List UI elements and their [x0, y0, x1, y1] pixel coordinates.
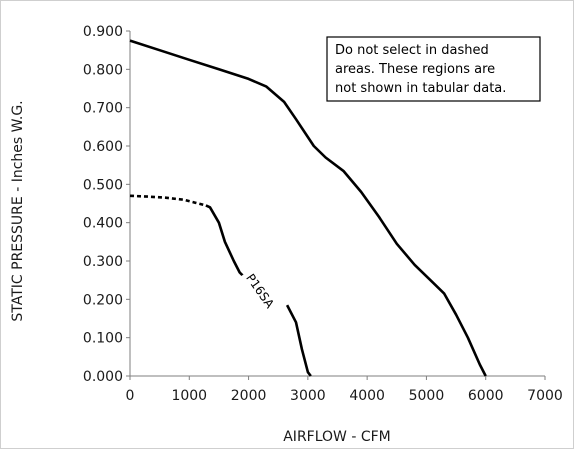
note-line-2: areas. These regions are	[335, 62, 495, 77]
series-p16sa-line-lower	[285, 304, 312, 377]
x-tick-label: 4000	[349, 388, 385, 404]
y-tick-label: 0.400	[83, 216, 123, 232]
x-axis-label: AIRFLOW - CFM	[283, 429, 391, 445]
axes	[129, 31, 545, 377]
y-tick-label: 0.200	[83, 292, 123, 308]
y-tick-label: 0.700	[83, 101, 123, 117]
x-tick-label: 7000	[527, 388, 563, 404]
y-tick-label: 0.800	[83, 62, 123, 78]
note-line-1: Do not select in dashed	[335, 43, 489, 58]
x-tick-label: 5000	[409, 388, 445, 404]
y-tick-label: 0.900	[83, 24, 123, 40]
note-box-frame	[326, 36, 541, 102]
note-box: Do not select in dashed areas. These reg…	[326, 36, 541, 102]
x-tick-label: 0	[126, 388, 135, 404]
y-tick-label: 0.300	[83, 254, 123, 270]
x-tick-labels: 0 1000 2000 3000 4000 5000 6000 7000	[126, 376, 563, 404]
series-p16sa-dashed-line	[129, 194, 207, 207]
series-curve-2-line	[129, 39, 487, 377]
note-line-3: not shown in tabular data.	[335, 81, 506, 96]
curve-label-bg	[240, 267, 280, 315]
y-tick-labels: 0.000 0.100 0.200 0.300 0.400 0.500 0.600 0.700…	[83, 24, 130, 385]
y-tick-label: 0.500	[83, 177, 123, 193]
x-tick-label: 1000	[171, 388, 207, 404]
x-tick-label: 2000	[231, 388, 267, 404]
x-tick-label: 6000	[468, 388, 504, 404]
y-tick-label: 0.000	[83, 369, 123, 385]
x-tick-label: 3000	[290, 388, 326, 404]
y-tick-label: 0.600	[83, 139, 123, 155]
y-axis-label: STATIC PRESSURE - Inches W.G.	[10, 100, 26, 321]
y-tick-label: 0.100	[83, 331, 123, 347]
